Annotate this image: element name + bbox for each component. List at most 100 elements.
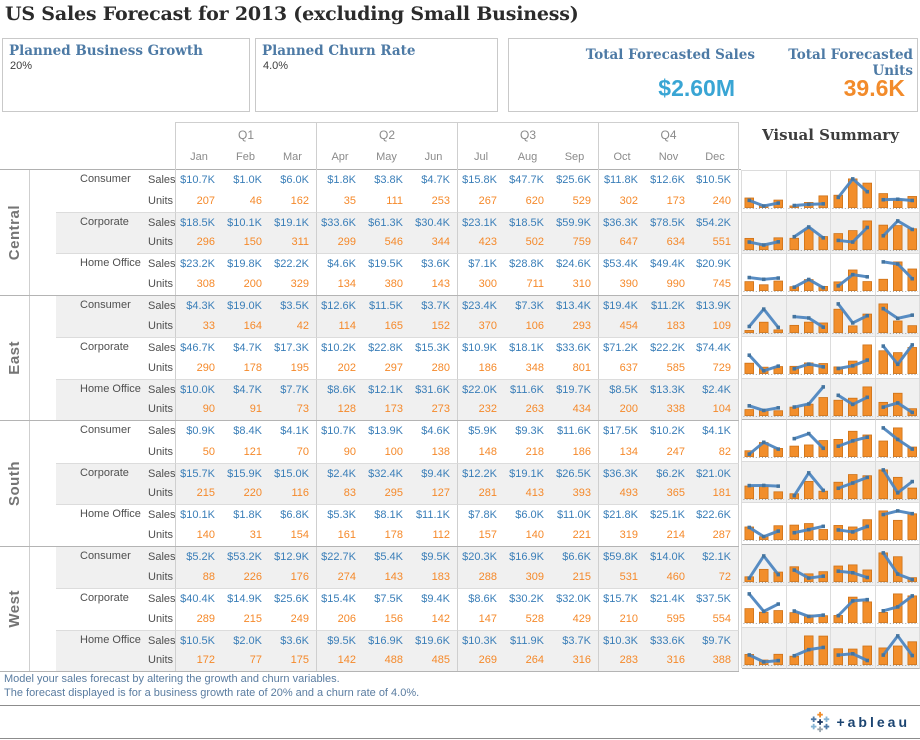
- sales-value-cell[interactable]: $11.2K: [645, 295, 692, 317]
- sales-value-cell[interactable]: $20.3K: [457, 546, 504, 568]
- sales-value-cell[interactable]: $19.0K: [222, 295, 269, 317]
- units-value-cell[interactable]: 729: [692, 357, 739, 379]
- sales-value-cell[interactable]: $59.9K: [551, 211, 598, 233]
- units-value-cell[interactable]: 140: [175, 524, 222, 546]
- visual-summary-chart[interactable]: [875, 461, 920, 503]
- sales-value-cell[interactable]: $22.0K: [457, 378, 504, 400]
- visual-summary-chart[interactable]: [786, 420, 831, 462]
- visual-summary-chart[interactable]: [875, 295, 920, 337]
- measure-label-sales[interactable]: Sales: [148, 546, 176, 568]
- units-value-cell[interactable]: 393: [551, 483, 598, 504]
- sales-value-cell[interactable]: $5.9K: [457, 421, 504, 442]
- measure-label-sales[interactable]: Sales: [148, 337, 176, 358]
- sales-value-cell[interactable]: $7.8K: [457, 504, 504, 525]
- units-value-cell[interactable]: 300: [457, 273, 504, 295]
- visual-summary-chart[interactable]: [786, 503, 831, 545]
- units-value-cell[interactable]: 529: [572, 194, 591, 207]
- segment-header[interactable]: Corporate: [56, 588, 148, 630]
- units-value-cell[interactable]: 801: [572, 361, 591, 374]
- units-value-cell[interactable]: 316: [551, 650, 598, 671]
- quarter-header-q4[interactable]: Q4: [598, 122, 739, 148]
- sales-value-cell[interactable]: $9.5K: [316, 629, 363, 651]
- sales-value-cell[interactable]: $17.3K: [269, 337, 316, 358]
- sales-value-cell[interactable]: $49.4K: [645, 253, 692, 274]
- units-value-cell[interactable]: 83: [316, 483, 363, 504]
- units-value-cell[interactable]: 90: [175, 399, 222, 420]
- segment-header[interactable]: Corporate: [56, 462, 148, 504]
- units-value-cell[interactable]: 620: [525, 194, 544, 207]
- units-value-cell[interactable]: 551: [692, 232, 739, 253]
- sales-value-cell[interactable]: $18.5K: [175, 211, 222, 233]
- sales-value-cell[interactable]: $3.7K: [551, 629, 598, 651]
- sales-value-cell[interactable]: $13.4K: [551, 295, 598, 317]
- units-value-cell[interactable]: 148: [457, 441, 504, 463]
- units-value-cell[interactable]: 215: [243, 612, 262, 625]
- visual-summary-chart[interactable]: [786, 461, 831, 503]
- sales-value-cell[interactable]: $71.2K: [598, 337, 645, 358]
- units-value-cell[interactable]: 116: [269, 483, 316, 504]
- visual-summary-chart[interactable]: [875, 337, 920, 379]
- units-value-cell[interactable]: 348: [525, 361, 544, 374]
- units-value-cell[interactable]: 221: [572, 528, 591, 541]
- sales-value-cell[interactable]: $3.6K: [410, 253, 457, 274]
- units-value-cell[interactable]: 178: [384, 528, 403, 541]
- units-value-cell[interactable]: 172: [175, 650, 222, 671]
- segment-header[interactable]: Home Office: [56, 378, 148, 420]
- sales-value-cell[interactable]: $3.6K: [269, 629, 316, 651]
- sales-value-cell[interactable]: $10.5K: [175, 629, 222, 651]
- units-value-cell[interactable]: 637: [598, 357, 645, 379]
- sales-value-cell[interactable]: $17.5K: [598, 421, 645, 442]
- units-value-cell[interactable]: 647: [598, 232, 645, 253]
- sales-value-cell[interactable]: $22.2K: [645, 337, 692, 358]
- measure-label-units[interactable]: Units: [148, 612, 174, 625]
- sales-value-cell[interactable]: $2.4K: [692, 378, 739, 400]
- units-value-cell[interactable]: 134: [598, 441, 645, 463]
- month-header-feb[interactable]: Feb: [236, 151, 255, 163]
- quarter-header-q1[interactable]: Q1: [175, 122, 316, 148]
- sales-value-cell[interactable]: $19.8K: [222, 253, 269, 274]
- sales-value-cell[interactable]: $21.8K: [598, 504, 645, 525]
- visual-summary-chart[interactable]: [742, 586, 787, 628]
- sales-value-cell[interactable]: $11.8K: [598, 170, 645, 191]
- sales-value-cell[interactable]: $24.6K: [551, 253, 598, 274]
- sales-value-cell[interactable]: $10.5K: [692, 170, 739, 191]
- sales-value-cell[interactable]: $4.3K: [175, 295, 222, 317]
- units-value-cell[interactable]: 295: [363, 483, 410, 504]
- units-value-cell[interactable]: 388: [692, 650, 739, 671]
- units-value-cell[interactable]: 531: [598, 567, 645, 588]
- visual-summary-chart[interactable]: [742, 295, 787, 337]
- month-header-mar[interactable]: Mar: [283, 151, 302, 163]
- units-value-cell[interactable]: 316: [645, 650, 692, 671]
- month-header-jun[interactable]: Jun: [424, 151, 443, 163]
- visual-summary-chart[interactable]: [831, 295, 876, 337]
- sales-value-cell[interactable]: $36.3K: [598, 462, 645, 484]
- units-value-cell[interactable]: 127: [410, 483, 457, 504]
- sales-value-cell[interactable]: $6.0K: [280, 174, 309, 186]
- segment-header[interactable]: Home Office: [56, 253, 148, 295]
- units-value-cell[interactable]: 745: [692, 273, 739, 295]
- sales-value-cell[interactable]: $30.2K: [504, 588, 551, 609]
- region-header-south[interactable]: South: [0, 421, 30, 546]
- units-value-cell[interactable]: 585: [666, 361, 685, 374]
- sales-value-cell[interactable]: $9.4K: [410, 588, 457, 609]
- units-value-cell[interactable]: 232: [457, 399, 504, 420]
- units-value-cell[interactable]: 283: [598, 650, 645, 671]
- sales-value-cell[interactable]: $26.5K: [551, 462, 598, 484]
- sales-value-cell[interactable]: $23.1K: [457, 211, 504, 233]
- sales-value-cell[interactable]: $4.6K: [421, 425, 450, 437]
- units-value-cell[interactable]: 210: [598, 608, 645, 630]
- sales-value-cell[interactable]: $6.0K: [504, 504, 551, 525]
- units-value-cell[interactable]: 46: [249, 194, 262, 207]
- sales-value-cell[interactable]: $2.1K: [692, 546, 739, 568]
- sales-value-cell[interactable]: $10.0K: [175, 378, 222, 400]
- measure-label-sales[interactable]: Sales: [148, 174, 176, 186]
- units-value-cell[interactable]: 165: [363, 316, 410, 337]
- units-value-cell[interactable]: 164: [222, 316, 269, 337]
- sales-value-cell[interactable]: $9.7K: [692, 629, 739, 651]
- sales-value-cell[interactable]: $20.9K: [692, 253, 739, 274]
- sales-value-cell[interactable]: $33.6K: [316, 211, 363, 233]
- units-value-cell[interactable]: 183: [410, 567, 457, 588]
- measure-label-units[interactable]: Units: [148, 650, 175, 671]
- sales-value-cell[interactable]: $53.4K: [598, 253, 645, 274]
- measure-label-units[interactable]: Units: [148, 316, 175, 337]
